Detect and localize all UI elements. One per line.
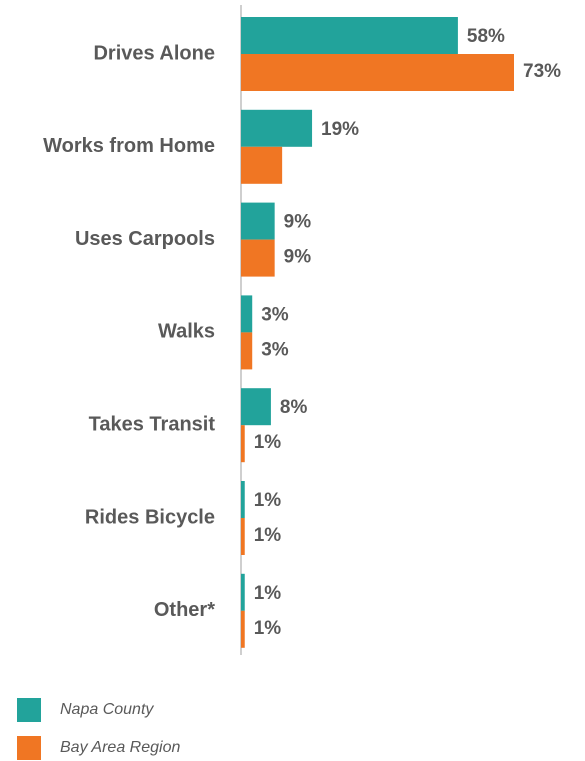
bar: [241, 109, 313, 147]
legend-label: Napa County: [60, 701, 154, 718]
value-label: 19%: [321, 119, 359, 140]
value-label: 58%: [467, 26, 505, 47]
bar: [241, 481, 245, 518]
bar: [241, 388, 271, 426]
bar: [241, 54, 514, 91]
category-label: Takes Transit: [89, 413, 216, 435]
value-label: 9%: [284, 247, 312, 268]
value-label: 1%: [254, 618, 282, 639]
category-label: Works from Home: [43, 135, 215, 157]
category-label: Uses Carpools: [75, 228, 215, 250]
value-label: 3%: [261, 339, 289, 360]
bar: [241, 332, 253, 370]
bar: [241, 295, 253, 333]
value-label: 8%: [280, 397, 308, 418]
value-label: 1%: [254, 525, 282, 546]
category-label: Other*: [154, 599, 215, 621]
value-label: 1%: [254, 490, 282, 511]
bar: [241, 573, 245, 611]
bar: [241, 17, 458, 54]
bar: [241, 202, 275, 240]
legend-label: Bay Area Region: [60, 739, 180, 756]
category-label: Walks: [158, 321, 215, 343]
value-label: 1%: [254, 432, 282, 453]
value-label: 9%: [284, 212, 312, 233]
bar: [241, 425, 245, 463]
legend-swatch: [17, 736, 41, 760]
category-label: Rides Bicycle: [85, 506, 215, 528]
value-label: 3%: [261, 304, 289, 325]
bar: [241, 239, 275, 277]
category-label: Drives Alone: [93, 42, 215, 64]
bar: [241, 146, 283, 184]
legend-swatch: [17, 698, 41, 722]
value-label: 73%: [523, 61, 561, 82]
value-label: 1%: [254, 583, 282, 604]
bar: [241, 610, 245, 648]
bar: [241, 518, 245, 555]
